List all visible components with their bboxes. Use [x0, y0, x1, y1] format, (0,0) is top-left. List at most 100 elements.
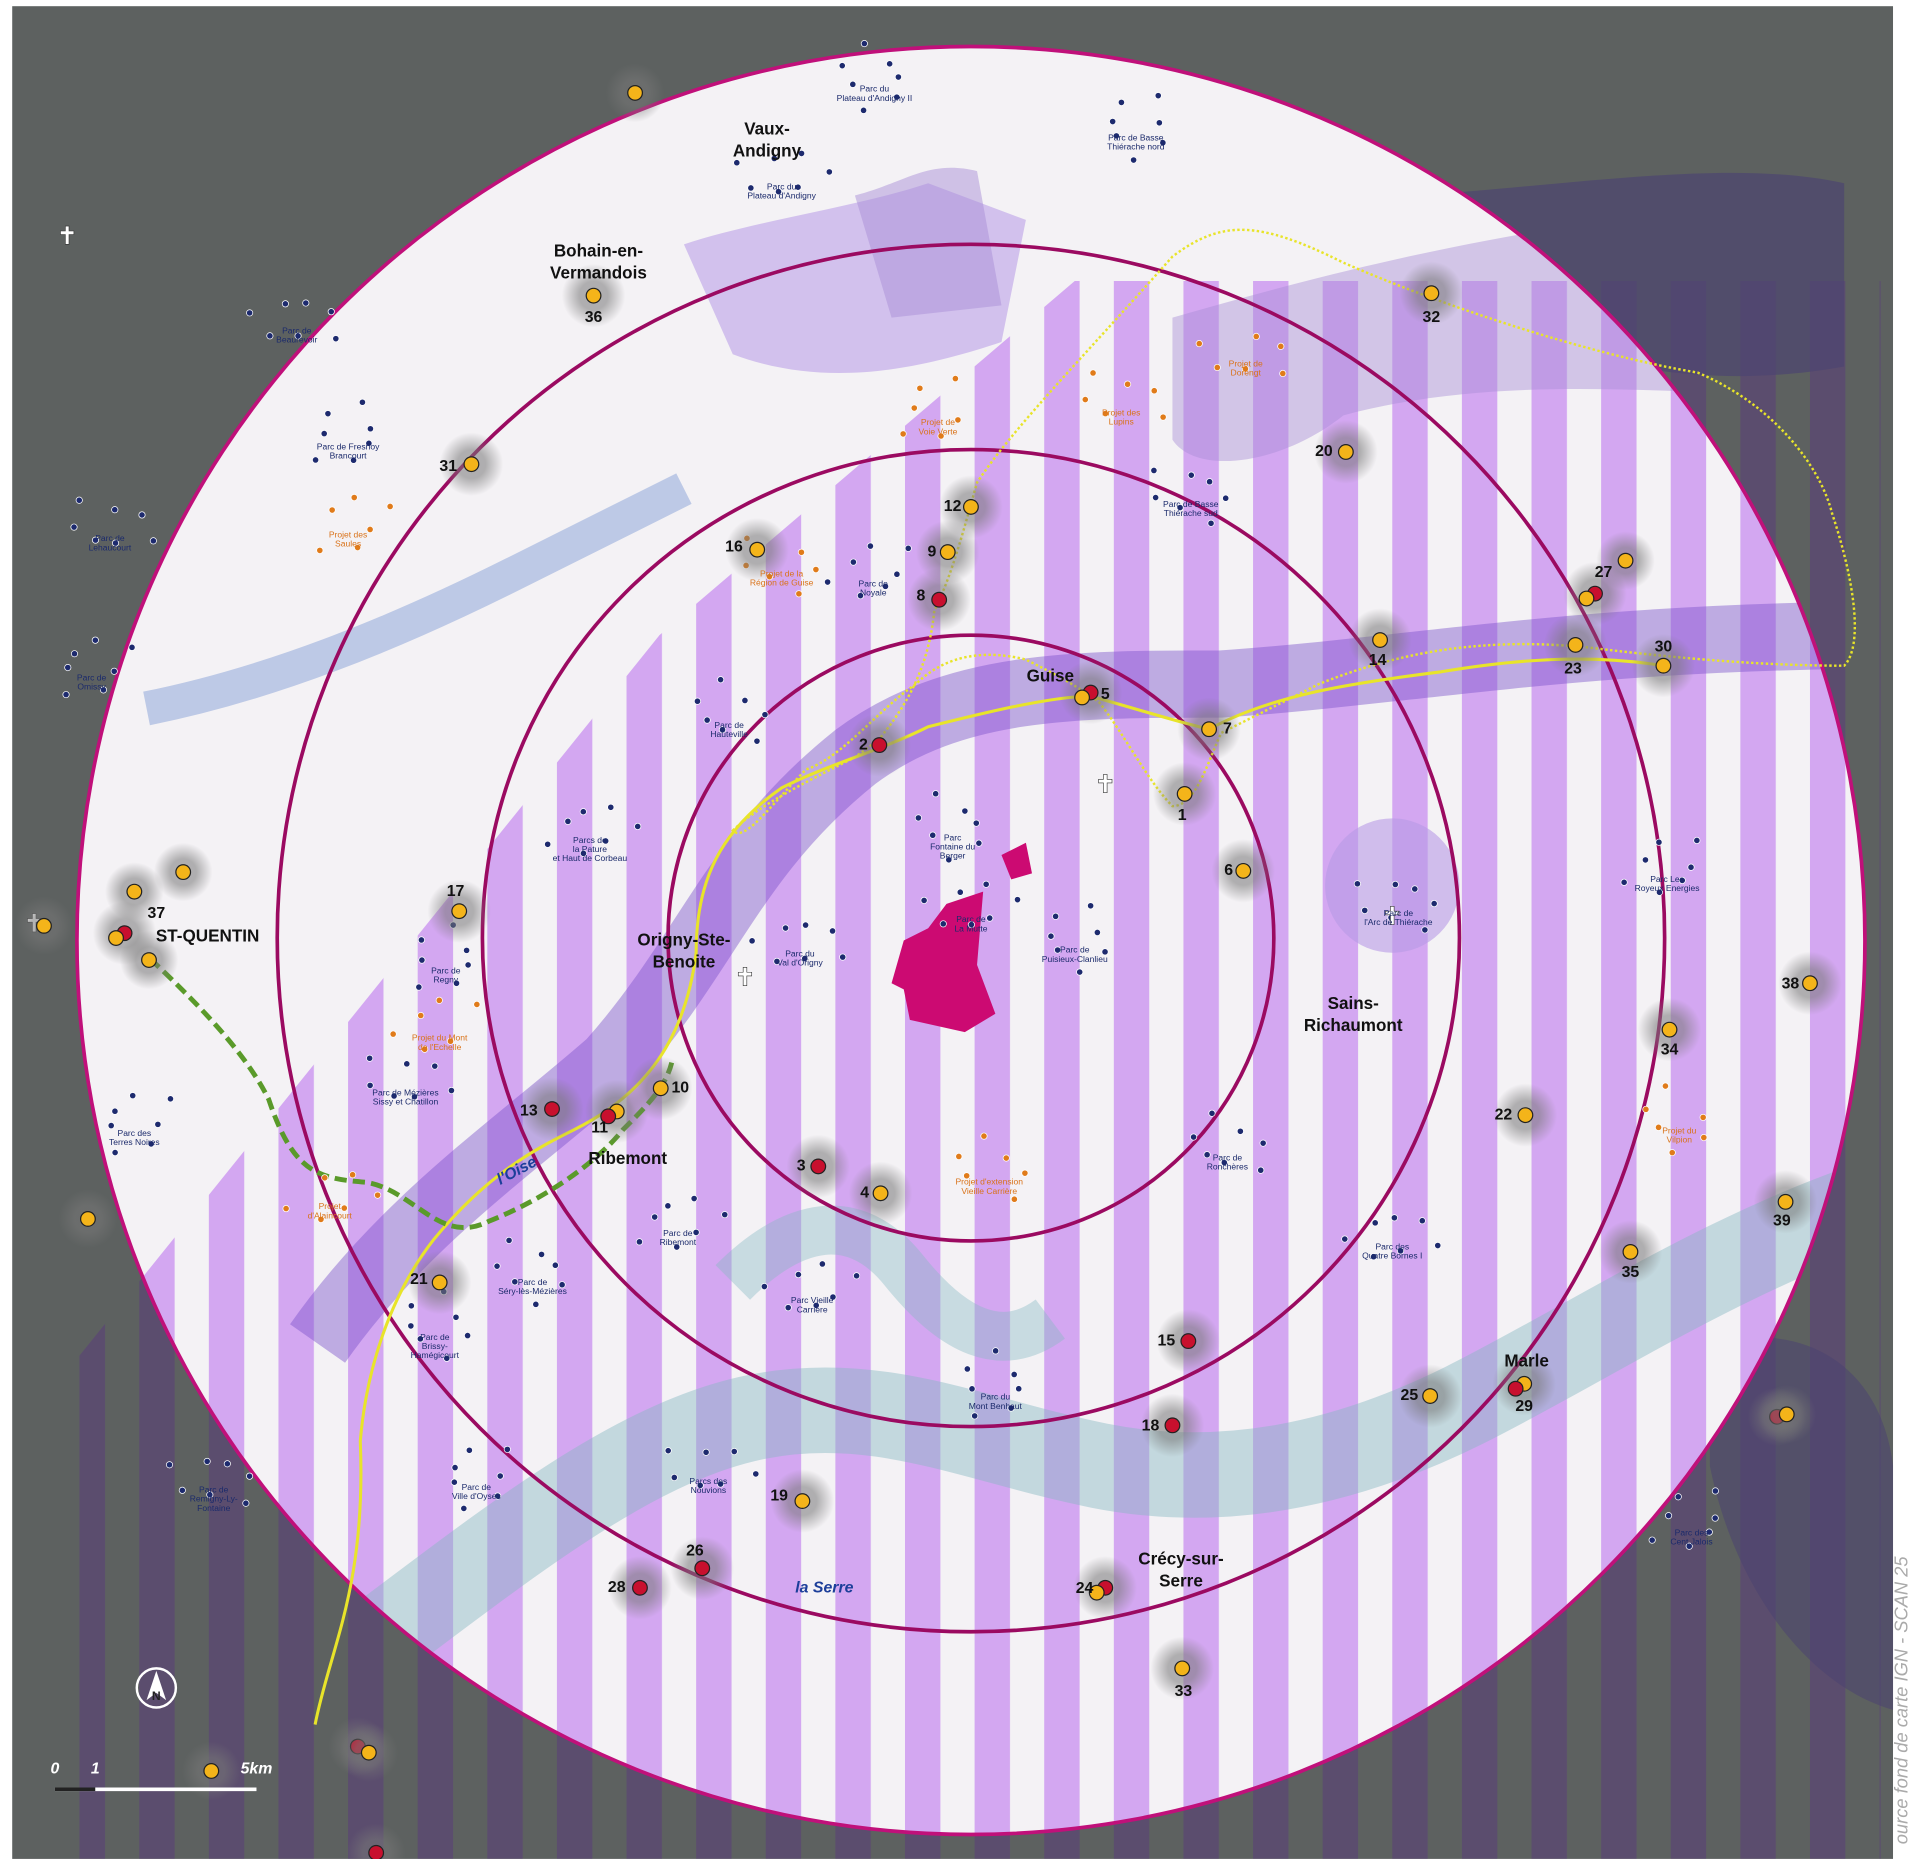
turbine [1190, 1133, 1198, 1141]
project-label-line: Dorengt [1231, 368, 1262, 378]
cross-icon [60, 225, 75, 245]
turbine [464, 1332, 472, 1340]
park-label-line: Parc du [860, 84, 890, 94]
park-label-line: Puisieux-Clanlieu [1042, 954, 1108, 964]
turbine [494, 1492, 502, 1500]
turbine [327, 308, 335, 316]
site-number: 13 [520, 1103, 538, 1120]
site-number: 27 [1595, 564, 1613, 581]
project-site [1001, 842, 1032, 880]
turbine [702, 1448, 710, 1456]
turbine [1076, 968, 1084, 976]
scale-bar: 0 1 5km [51, 1760, 272, 1792]
park-label-line: Parc de [1213, 1152, 1243, 1162]
turbine [1213, 363, 1221, 372]
north-label: N [152, 1689, 161, 1703]
site-dot [600, 1108, 617, 1125]
turbine [692, 1228, 700, 1236]
turbine [753, 737, 761, 745]
park-label: Parc du Mont Benhaut [969, 1392, 1023, 1411]
turbine [1087, 902, 1095, 910]
project-label: Projet d'extension Vieille Carrière [955, 1177, 1023, 1196]
site-number: 28 [608, 1579, 626, 1596]
site-number: 9 [927, 543, 936, 560]
site-dot [694, 1560, 711, 1577]
source-note: ource fond de carte IGN - SCAN 25 [1891, 1556, 1912, 1845]
turbine [1241, 365, 1249, 373]
site-dot [1617, 552, 1634, 569]
park-label: Parc des Cent Jalois [1670, 1527, 1712, 1546]
turbine [242, 1499, 250, 1507]
turbine [929, 831, 937, 839]
turbine [418, 956, 426, 964]
turbine [1208, 1109, 1216, 1117]
turbine [223, 1460, 231, 1468]
turbine [403, 1060, 411, 1068]
turbine [1013, 896, 1022, 904]
turbine [1397, 1247, 1405, 1255]
turbine [128, 643, 136, 651]
site-dot [1661, 1021, 1678, 1038]
site-dot [931, 591, 948, 608]
site-dot [1422, 1388, 1439, 1404]
turbine [111, 1149, 119, 1157]
park-label-line: Mont Benhaut [969, 1401, 1023, 1411]
park-label-line: Brancourt [330, 451, 368, 461]
turbine [1222, 494, 1230, 502]
site-number: 25 [1401, 1387, 1419, 1404]
turbine [421, 1045, 429, 1053]
project-label-line: Projet des [329, 529, 367, 539]
turbine [460, 1504, 468, 1512]
turbine [893, 570, 901, 578]
park-label-line: Parc de [420, 1332, 450, 1342]
park-label-line: Séry-lès-Mézières [498, 1286, 567, 1296]
turbine [980, 1132, 988, 1140]
park-label: Parc des Terres Noires [109, 1128, 160, 1147]
turbine [937, 432, 945, 440]
park-label-line: La Mutte [954, 923, 987, 933]
turbine [1176, 504, 1184, 512]
turbine [390, 1092, 398, 1100]
turbine [1207, 519, 1215, 527]
project-label-line: Vilpion [1667, 1135, 1693, 1145]
turbine [1279, 369, 1287, 378]
town-name: Sains- Richaumont [1304, 994, 1403, 1035]
turbine [473, 1000, 481, 1008]
site-dot [1578, 590, 1595, 607]
turbine [320, 430, 328, 438]
site-number: 7 [1223, 720, 1232, 737]
turbine [407, 1322, 415, 1330]
turbine [431, 1062, 439, 1070]
park-label: Parc de Remigny-Ly-Fontaine [190, 1485, 238, 1513]
park-label-line: Parc Les [1650, 874, 1684, 884]
turbine [70, 650, 79, 658]
site-dot [1777, 1193, 1794, 1210]
site-dot [1423, 285, 1440, 302]
turbine [91, 636, 99, 644]
turbine [1112, 132, 1120, 140]
site-number: 33 [1175, 1683, 1193, 1700]
turbine [670, 1473, 678, 1482]
town-name-line: Richaumont [1304, 1016, 1403, 1035]
scale-label: 0 [51, 1760, 60, 1777]
turbine [246, 1472, 254, 1480]
turbine [963, 1172, 971, 1180]
turbine [1002, 1154, 1010, 1162]
turbine [281, 300, 289, 308]
park-label-line: Quatre Bornes I [1362, 1251, 1422, 1261]
park-label-line: Omissy [77, 682, 106, 692]
site-dot [749, 541, 766, 558]
park-label-line: Parc de [518, 1277, 548, 1287]
turbine [982, 880, 990, 888]
park-label: Parc du Val d'Origny [777, 948, 823, 967]
turbine [945, 856, 953, 864]
site-number: 1 [1178, 807, 1187, 824]
turbine [634, 822, 642, 830]
turbine [975, 839, 983, 847]
park-label-line: Fontaine [197, 1503, 230, 1513]
turbine [812, 1301, 820, 1309]
turbine [986, 914, 994, 922]
turbine [410, 1093, 419, 1101]
site-dot [1088, 1584, 1105, 1601]
park-label-line: Plateau d'Andigny [747, 191, 816, 201]
